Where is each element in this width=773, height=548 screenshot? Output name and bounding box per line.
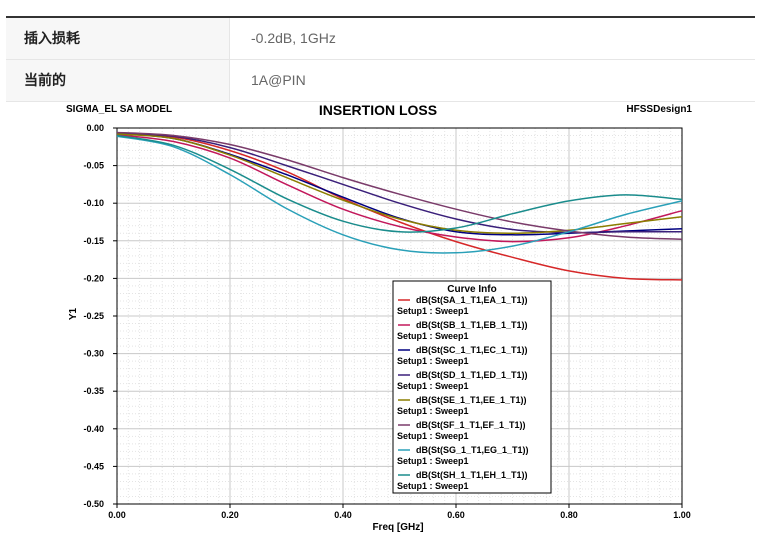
legend-series-name: dB(St(SA_1_T1,EA_1_T1)) — [416, 295, 528, 305]
insertion-loss-chart: 0.00 0.20 0.40 0.60 0.80 1.00 0.00 -0.05 -0.10 -0… — [66, 102, 692, 533]
series-line — [116, 135, 683, 254]
y-tick-label: -0.15 — [83, 236, 104, 246]
x-tick-label: 0.40 — [334, 510, 352, 520]
legend-series-name: dB(St(SG_1_T1,EG_1_T1)) — [416, 445, 529, 455]
spec-value: -0.2dB, 1GHz — [251, 30, 336, 46]
x-tick-label: 0.00 — [108, 510, 126, 520]
spec-row-insertion-loss: 插入损耗 -0.2dB, 1GHz — [6, 16, 755, 60]
x-tick-label: 1.00 — [673, 510, 691, 520]
y-tick-label: -0.20 — [83, 273, 104, 283]
y-axis-label: Y1 — [68, 307, 79, 320]
y-tick-label: 0.00 — [86, 123, 104, 133]
legend-series-name: dB(St(SB_1_T1,EB_1_T1)) — [416, 320, 528, 330]
x-tick-label: 0.20 — [221, 510, 239, 520]
y-tick-label: -0.40 — [83, 424, 104, 434]
legend-series-name: dB(St(SC_1_T1,EC_1_T1)) — [416, 345, 528, 355]
legend-entries: dB(St(SA_1_T1,EA_1_T1))Setup1 : Sweep1dB… — [397, 295, 529, 491]
x-tick-label: 0.80 — [560, 510, 578, 520]
y-tick-label: -0.35 — [83, 386, 104, 396]
series-line — [116, 134, 683, 233]
y-tick-label: -0.10 — [83, 198, 104, 208]
legend-setup-label: Setup1 : Sweep1 — [397, 481, 469, 491]
y-tick-label: -0.50 — [83, 499, 104, 509]
chart-top-left-label: SIGMA_EL SA MODEL — [66, 104, 172, 115]
y-tick-label: -0.45 — [83, 461, 104, 471]
series-line — [116, 131, 683, 241]
spec-row-current: 当前的 1A@PIN — [6, 60, 755, 102]
series-line — [116, 133, 683, 281]
legend-setup-label: Setup1 : Sweep1 — [397, 456, 469, 466]
legend-setup-label: Setup1 : Sweep1 — [397, 306, 469, 316]
legend-setup-label: Setup1 : Sweep1 — [397, 406, 469, 416]
legend-series-name: dB(St(SF_1_T1,EF_1_T1)) — [416, 420, 526, 430]
axes: 0.00 0.20 0.40 0.60 0.80 1.00 0.00 -0.05 -0.10 -0… — [83, 123, 690, 520]
chart-top-right-label: HFSSDesign1 — [626, 104, 692, 115]
chart-title: INSERTION LOSS — [319, 102, 437, 118]
x-tick-label: 0.60 — [447, 510, 465, 520]
legend-setup-label: Setup1 : Sweep1 — [397, 331, 469, 341]
x-axis-label: Freq [GHz] — [372, 522, 423, 533]
legend-setup-label: Setup1 : Sweep1 — [397, 431, 469, 441]
series-line — [116, 133, 683, 235]
y-tick-label: -0.30 — [83, 349, 104, 359]
spec-table: 插入损耗 -0.2dB, 1GHz 当前的 1A@PIN — [6, 16, 755, 102]
legend-series-name: dB(St(SH_1_T1,EH_1_T1)) — [416, 470, 528, 480]
spec-label: 当前的 — [6, 60, 230, 101]
legend-box — [392, 280, 552, 494]
y-tick-label: -0.25 — [83, 311, 104, 321]
y-tick-label: -0.05 — [83, 161, 104, 171]
legend-setup-label: Setup1 : Sweep1 — [397, 356, 469, 366]
legend-series-name: dB(St(SD_1_T1,ED_1_T1)) — [416, 370, 528, 380]
spec-label: 插入损耗 — [6, 18, 230, 59]
legend-setup-label: Setup1 : Sweep1 — [397, 381, 469, 391]
legend-series-name: dB(St(SE_1_T1,EE_1_T1)) — [416, 395, 527, 405]
spec-value: 1A@PIN — [251, 72, 306, 88]
series-line — [116, 134, 683, 243]
series-lines — [116, 131, 683, 281]
legend-title: Curve Info — [447, 284, 496, 295]
legend: Curve Info dB(St(SA_1_T1,EA_1_T1))Setup1… — [392, 280, 552, 494]
